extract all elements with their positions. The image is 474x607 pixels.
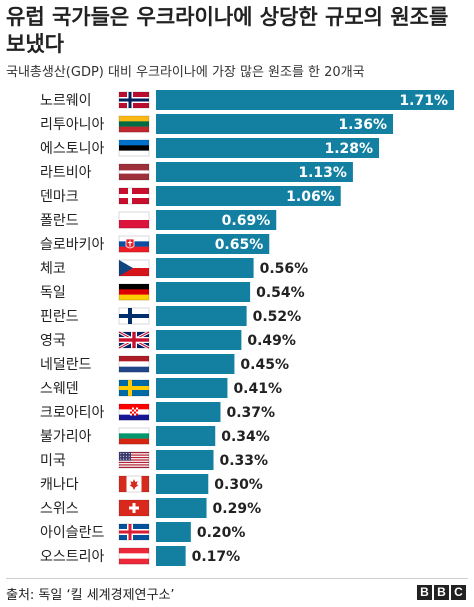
country-label: 미국 <box>40 453 66 469</box>
bar <box>156 426 216 446</box>
bar <box>156 138 380 158</box>
value-label: 1.06% <box>286 189 335 205</box>
country-label: 독일 <box>40 285 66 301</box>
bbc-logo-letter: B <box>434 585 449 600</box>
value-label: 0.20% <box>197 525 246 541</box>
value-label: 0.33% <box>220 453 269 469</box>
source-note: 출처: 독일 ‘킬 세계경제연구소’ <box>6 588 175 603</box>
value-label: 0.41% <box>233 381 282 397</box>
bar <box>156 450 214 470</box>
country-label: 오스트리아 <box>40 549 105 565</box>
value-label: 0.29% <box>213 501 262 517</box>
value-label: 1.36% <box>338 117 387 133</box>
country-label: 리투아니아 <box>40 117 105 133</box>
sweden-flag-icon <box>118 379 150 397</box>
country-label: 스위스 <box>40 501 79 517</box>
value-label: 0.52% <box>253 309 302 325</box>
country-label: 캐나다 <box>40 477 79 493</box>
bar <box>156 306 247 326</box>
bar <box>156 162 353 182</box>
bar <box>156 546 186 566</box>
country-label: 노르웨이 <box>40 93 92 109</box>
country-label: 체코 <box>40 261 66 277</box>
value-label: 0.65% <box>215 237 264 253</box>
country-label: 아이슬란드 <box>40 525 105 541</box>
uk-flag-icon <box>118 330 150 350</box>
value-label: 1.28% <box>324 141 373 157</box>
bar <box>156 378 228 398</box>
value-label: 0.30% <box>214 477 263 493</box>
slovakia-flag-icon <box>118 235 150 253</box>
bbc-logo: B B C <box>417 585 466 600</box>
germany-flag-icon <box>118 283 150 301</box>
footer-divider <box>6 578 468 579</box>
value-label: 0.54% <box>256 285 305 301</box>
bar <box>156 114 394 134</box>
country-label: 영국 <box>40 333 66 349</box>
lithuania-flag-icon <box>118 115 150 133</box>
country-label: 불가리아 <box>40 429 92 445</box>
bbc-logo-letter: C <box>451 585 466 600</box>
bar-chart: 노르웨이 1.71% 리투아니아 1.36% 에스토니아 1.28% 라트비아 1.13% 덴마… <box>40 90 454 566</box>
value-label: 0.34% <box>221 429 270 445</box>
iceland-flag-icon <box>118 523 150 541</box>
estonia-flag-icon <box>118 139 150 157</box>
switzerland-flag-icon <box>118 499 150 517</box>
bar <box>156 498 207 518</box>
poland-flag-icon <box>118 211 150 229</box>
value-label: 0.17% <box>192 549 241 565</box>
bar <box>156 282 251 302</box>
bar <box>156 402 221 422</box>
austria-flag-icon <box>118 547 150 565</box>
value-label: 1.71% <box>399 93 448 109</box>
value-label: 0.49% <box>247 333 296 349</box>
chart-subtitle: 국내총생산(GDP) 대비 우크라이나에 가장 많은 원조를 한 20개국 <box>6 65 365 80</box>
country-label: 슬로바키아 <box>40 237 105 253</box>
country-label: 스웨덴 <box>40 381 79 397</box>
value-label: 0.69% <box>222 213 271 229</box>
country-label: 네덜란드 <box>40 357 92 373</box>
value-label: 0.45% <box>240 357 289 373</box>
croatia-flag-icon <box>118 403 150 421</box>
chart-title: 유럽 국가들은 우크라이나에 상당한 규모의 원조를 보냈다 <box>6 5 449 56</box>
bar <box>156 258 254 278</box>
value-label: 1.13% <box>298 165 347 181</box>
bulgaria-flag-icon <box>118 427 150 445</box>
finland-flag-icon <box>118 307 150 325</box>
country-label: 핀란드 <box>40 309 79 325</box>
bar <box>156 90 454 110</box>
denmark-flag-icon <box>118 187 150 205</box>
bar <box>156 186 341 206</box>
czechia-flag-icon <box>118 259 150 277</box>
country-label: 에스토니아 <box>40 141 105 157</box>
bbc-logo-letter: B <box>417 585 432 600</box>
bar <box>156 234 270 254</box>
country-label: 폴란드 <box>40 213 79 229</box>
bar <box>156 210 277 230</box>
bar <box>156 522 191 542</box>
country-label: 덴마크 <box>40 189 79 205</box>
usa-flag-icon <box>118 451 150 469</box>
country-label: 크로아티아 <box>40 405 105 421</box>
bar <box>156 330 242 350</box>
bar <box>156 474 209 494</box>
norway-flag-icon <box>118 91 150 109</box>
latvia-flag-icon <box>118 163 150 181</box>
netherlands-flag-icon <box>118 355 150 373</box>
canada-flag-icon <box>118 475 150 493</box>
country-label: 라트비아 <box>40 165 92 181</box>
value-label: 0.37% <box>226 405 275 421</box>
value-label: 0.56% <box>260 261 309 277</box>
bar <box>156 354 235 374</box>
